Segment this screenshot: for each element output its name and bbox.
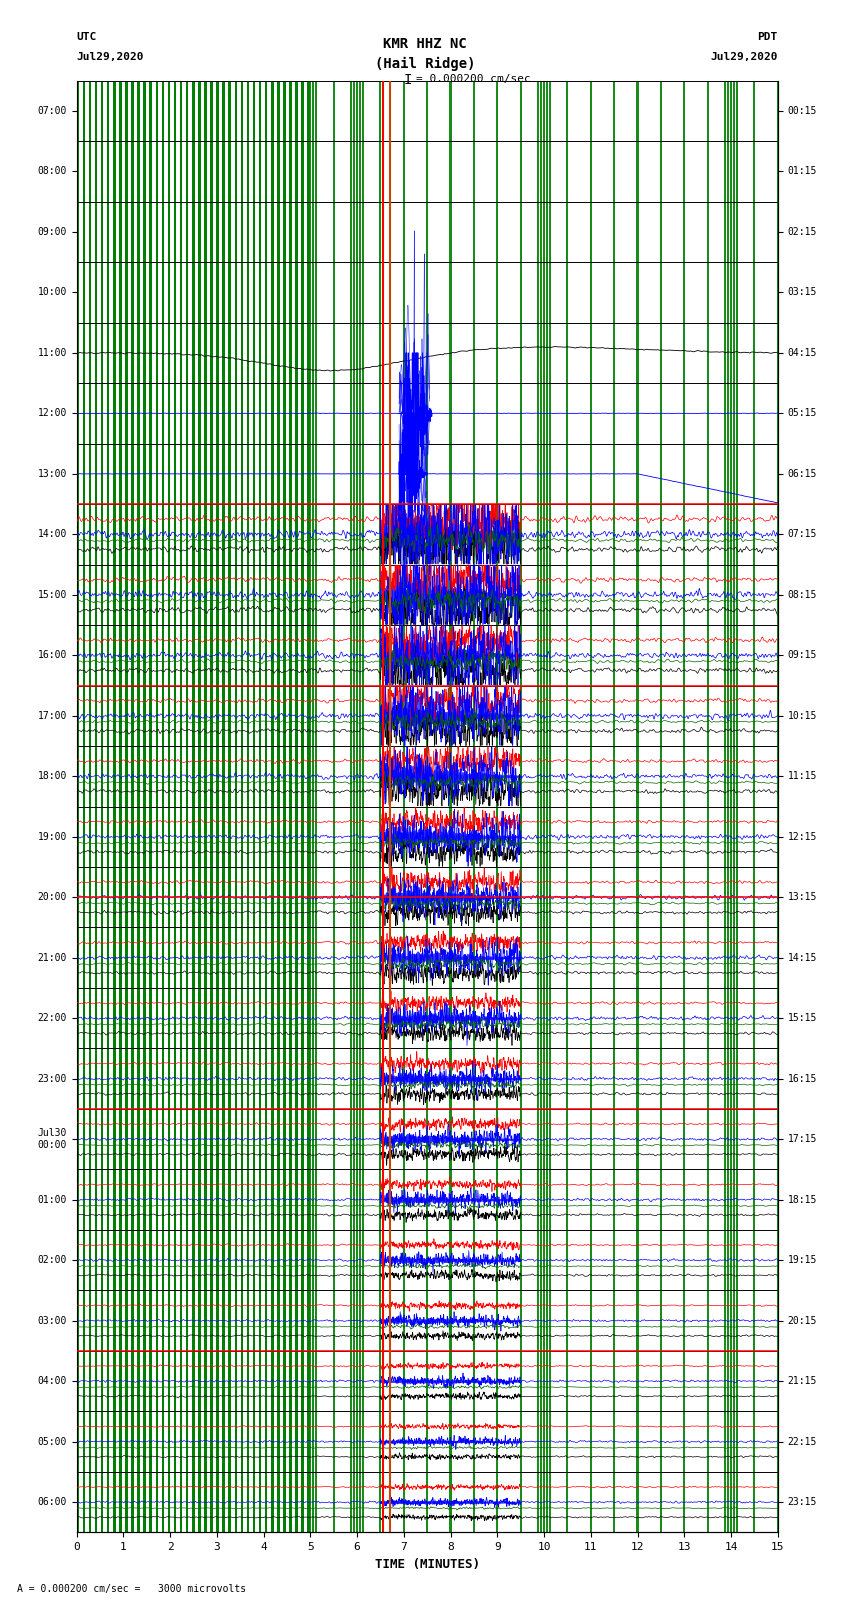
Bar bbox=[150, 81, 152, 1532]
Bar bbox=[353, 81, 355, 1532]
Text: = 0.000200 cm/sec: = 0.000200 cm/sec bbox=[416, 74, 531, 84]
Bar bbox=[241, 81, 243, 1532]
Bar bbox=[162, 81, 164, 1532]
Text: (Hail Ridge): (Hail Ridge) bbox=[375, 56, 475, 71]
Bar bbox=[753, 81, 756, 1532]
Bar bbox=[101, 81, 104, 1532]
Bar bbox=[727, 81, 729, 1532]
Bar bbox=[246, 81, 249, 1532]
Bar bbox=[519, 81, 522, 1532]
Bar bbox=[265, 81, 268, 1532]
Bar bbox=[204, 81, 207, 1532]
Bar bbox=[724, 81, 727, 1532]
Bar bbox=[252, 81, 255, 1532]
Text: UTC: UTC bbox=[76, 32, 97, 42]
Bar bbox=[173, 81, 176, 1532]
Bar bbox=[167, 81, 170, 1532]
Bar bbox=[210, 81, 212, 1532]
Text: Jul29,2020: Jul29,2020 bbox=[76, 52, 144, 61]
Bar bbox=[235, 81, 237, 1532]
Bar bbox=[350, 81, 353, 1532]
Bar bbox=[403, 81, 405, 1532]
Bar bbox=[125, 81, 127, 1532]
Bar bbox=[426, 81, 428, 1532]
Bar bbox=[537, 81, 540, 1532]
Bar bbox=[76, 81, 79, 1532]
Bar bbox=[113, 81, 116, 1532]
Bar bbox=[308, 81, 310, 1532]
Bar bbox=[312, 81, 314, 1532]
Bar bbox=[706, 81, 709, 1532]
Bar bbox=[660, 81, 662, 1532]
Bar bbox=[309, 81, 311, 1532]
Bar bbox=[144, 81, 146, 1532]
Bar bbox=[156, 81, 158, 1532]
Text: Jul29,2020: Jul29,2020 bbox=[711, 52, 778, 61]
Bar bbox=[473, 81, 475, 1532]
Bar bbox=[361, 81, 364, 1532]
Bar bbox=[777, 81, 779, 1532]
Bar bbox=[543, 81, 545, 1532]
Bar bbox=[546, 81, 548, 1532]
Bar bbox=[229, 81, 231, 1532]
Bar bbox=[332, 81, 335, 1532]
X-axis label: TIME (MINUTES): TIME (MINUTES) bbox=[375, 1558, 479, 1571]
Bar bbox=[359, 81, 361, 1532]
Text: KMR HHZ NC: KMR HHZ NC bbox=[383, 37, 467, 52]
Bar bbox=[137, 81, 140, 1532]
Bar bbox=[356, 81, 358, 1532]
Bar bbox=[289, 81, 292, 1532]
Text: PDT: PDT bbox=[757, 32, 778, 42]
Bar bbox=[590, 81, 592, 1532]
Bar bbox=[735, 81, 738, 1532]
Bar bbox=[198, 81, 201, 1532]
Bar bbox=[107, 81, 110, 1532]
Bar bbox=[637, 81, 638, 1532]
Bar bbox=[271, 81, 274, 1532]
Bar bbox=[302, 81, 304, 1532]
Bar bbox=[450, 81, 451, 1532]
Bar bbox=[548, 81, 551, 1532]
Bar bbox=[314, 81, 317, 1532]
Text: I: I bbox=[404, 73, 412, 87]
Bar bbox=[258, 81, 262, 1532]
Bar bbox=[94, 81, 97, 1532]
Text: A = 0.000200 cm/sec =   3000 microvolts: A = 0.000200 cm/sec = 3000 microvolts bbox=[17, 1584, 246, 1594]
Bar bbox=[540, 81, 542, 1532]
Bar bbox=[566, 81, 569, 1532]
Bar bbox=[82, 81, 85, 1532]
Bar bbox=[730, 81, 732, 1532]
Bar bbox=[223, 81, 225, 1532]
Bar bbox=[283, 81, 286, 1532]
Bar bbox=[733, 81, 735, 1532]
Bar bbox=[180, 81, 183, 1532]
Bar bbox=[88, 81, 91, 1532]
Bar bbox=[496, 81, 498, 1532]
Bar bbox=[131, 81, 133, 1532]
Bar bbox=[119, 81, 122, 1532]
Bar bbox=[192, 81, 195, 1532]
Bar bbox=[683, 81, 685, 1532]
Bar bbox=[186, 81, 189, 1532]
Bar bbox=[277, 81, 280, 1532]
Bar bbox=[613, 81, 615, 1532]
Bar bbox=[216, 81, 218, 1532]
Bar bbox=[379, 81, 382, 1532]
Bar bbox=[295, 81, 298, 1532]
